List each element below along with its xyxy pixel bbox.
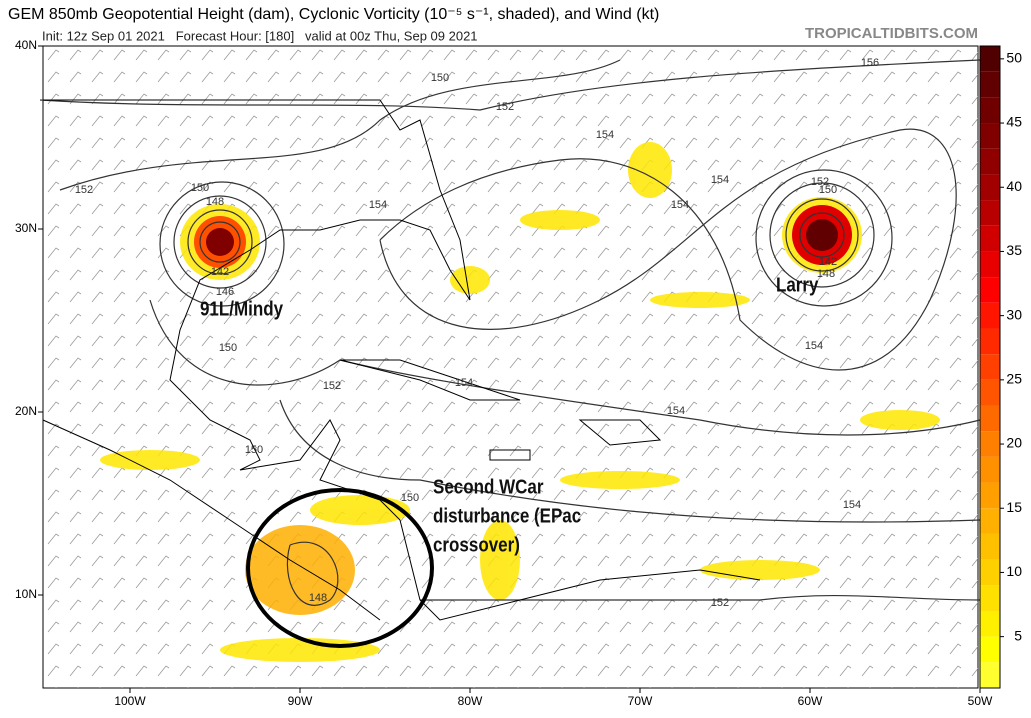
lat-tick-label: 20N	[15, 404, 37, 418]
colorbar-band	[980, 174, 1000, 201]
colorbar-band	[980, 559, 1000, 586]
colorbar-band	[980, 431, 1000, 457]
colorbar-tick-label: 40	[1006, 178, 1022, 194]
colorbar-band	[980, 354, 1000, 380]
colorbar-band	[980, 277, 1000, 303]
colorbar-tick-label: 35	[1006, 242, 1022, 258]
colorbar-tick-label: 50	[1006, 50, 1022, 66]
lat-tick-label: 10N	[15, 587, 37, 601]
colorbar-band	[980, 405, 1000, 432]
lon-tick-label: 90W	[288, 694, 313, 708]
colorbar-band	[980, 662, 1000, 688]
contour-label: 142	[211, 266, 229, 278]
annotation: 91L/Mindy	[200, 297, 284, 320]
colorbar-band	[980, 71, 1000, 98]
annotation: Larry	[776, 273, 819, 296]
colorbar-tick-label: 15	[1006, 499, 1022, 515]
lat-tick-label: 30N	[15, 221, 37, 235]
contour-label: 146	[216, 286, 234, 298]
contour-label: 154	[667, 405, 685, 417]
lon-tick-label: 50W	[968, 694, 993, 708]
colorbar-band	[980, 97, 1000, 124]
contour-label: 154	[805, 340, 823, 352]
annotation: disturbance (EPac	[433, 504, 581, 527]
contour-label: 152	[496, 101, 514, 113]
colorbar-tick-label: 20	[1006, 435, 1022, 451]
colorbar-tick-label: 25	[1006, 371, 1022, 387]
highlight-circle	[246, 488, 434, 648]
colorbar-band	[980, 148, 1000, 175]
colorbar-band	[980, 456, 1000, 483]
title: GEM 850mb Geopotential Height (dam), Cyc…	[8, 6, 659, 23]
contour-label: 154	[711, 174, 729, 186]
colorbar-tick-label: 5	[1014, 627, 1022, 643]
colorbar-band	[980, 610, 1000, 637]
lat-tick-label: 40N	[15, 38, 37, 52]
colorbar-tick-label: 10	[1006, 563, 1022, 579]
colorbar-band	[980, 302, 1000, 329]
contour-label: 148	[309, 592, 327, 604]
colorbar-tick-label: 30	[1006, 306, 1022, 322]
colorbar-band	[980, 46, 1000, 72]
contour-label: 152	[811, 176, 829, 188]
contour-label: 154	[369, 199, 387, 211]
colorbar-band	[980, 328, 1000, 355]
colorbar-band	[980, 123, 1000, 149]
contour-label: 150	[431, 72, 449, 84]
annotation: crossover)	[433, 533, 520, 556]
contour-label: 154	[671, 199, 689, 211]
contour-label: 148	[817, 268, 835, 280]
contour-label: 150	[401, 492, 419, 504]
contour-label: 152	[711, 597, 729, 609]
colorbar-band	[980, 251, 1000, 278]
height-contours	[39, 59, 981, 606]
contour-label: 152	[75, 184, 93, 196]
lon-tick-label: 80W	[458, 694, 483, 708]
coastlines	[42, 99, 761, 621]
contour-label: 142	[819, 256, 837, 268]
contour-label: 150	[245, 444, 263, 456]
contour-label: 152	[323, 380, 341, 392]
contour-label: 154	[596, 129, 614, 141]
annotation: Second WCar	[433, 475, 543, 498]
colorbar-band	[980, 636, 1000, 663]
colorbar-band	[980, 508, 1000, 534]
colorbar-band	[980, 225, 1000, 252]
credit: TROPICALTIDBITS.COM	[805, 25, 978, 42]
contour-label: 150	[191, 182, 209, 194]
colorbar-frame	[979, 45, 1001, 689]
contour-label: 156	[861, 57, 879, 69]
contour-label: 154	[455, 377, 473, 389]
lon-tick-label: 70W	[628, 694, 653, 708]
colorbar-band	[980, 200, 1000, 226]
colorbar-tick-label: 45	[1006, 114, 1022, 130]
contour-label: 150	[819, 184, 837, 196]
lon-tick-label: 60W	[798, 694, 823, 708]
contour-label: 154	[843, 499, 861, 511]
colorbar-band	[980, 482, 1000, 509]
lon-tick-label: 100W	[114, 694, 146, 708]
colorbar-band	[980, 533, 1000, 560]
contour-label: 150	[219, 342, 237, 354]
contour-label: 148	[206, 196, 224, 208]
colorbar-band	[980, 379, 1000, 406]
colorbar-band	[980, 585, 1000, 611]
subtitle: Init: 12z Sep 01 2021 Forecast Hour: [18…	[42, 28, 478, 43]
